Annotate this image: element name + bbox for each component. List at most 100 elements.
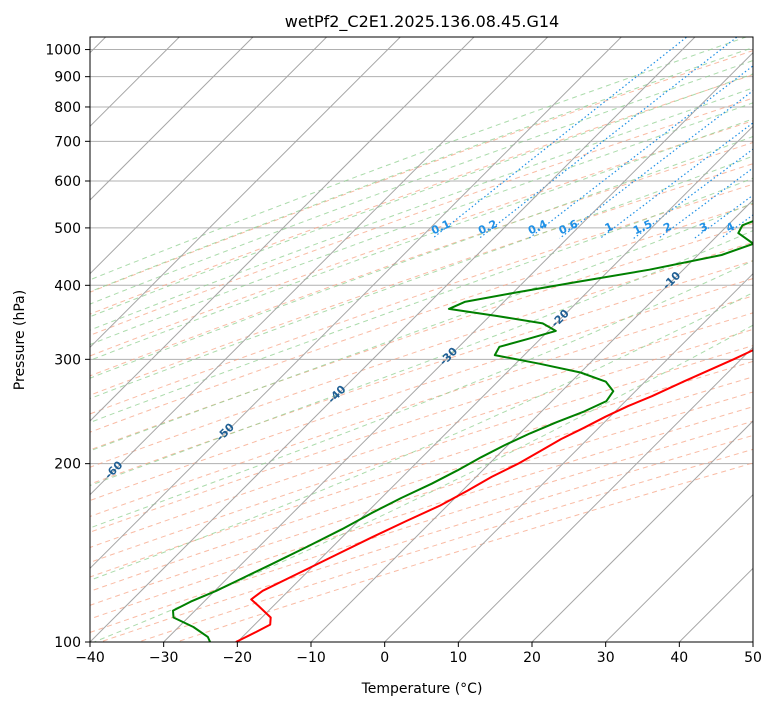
x-tick-label: 40	[670, 650, 688, 666]
y-tick-label: 900	[54, 70, 81, 86]
isotherm-line	[90, 37, 549, 496]
temperature-profile-line	[235, 349, 753, 642]
dry-adiabat	[90, 97, 753, 336]
mixing-ratio-label: 1.5	[631, 217, 654, 237]
isotherm-line	[90, 37, 254, 201]
y-tick-label: 600	[54, 174, 81, 190]
moist-adiabat	[90, 37, 748, 281]
moist-adiabat	[90, 87, 753, 331]
dry-adiabat	[175, 462, 753, 642]
y-tick-label: 400	[54, 278, 81, 294]
moist-adiabat	[90, 135, 753, 379]
dry-adiabat	[90, 50, 753, 293]
dry-adiabat	[90, 141, 753, 377]
isotherm-line	[678, 567, 753, 642]
dry-adiabat	[90, 312, 753, 533]
isotherms	[90, 37, 753, 642]
dry-adiabat	[90, 163, 753, 396]
y-axis-title: Pressure (hPa)	[12, 290, 28, 390]
x-tick-label: 30	[597, 650, 615, 666]
dry-adiabat	[90, 345, 753, 563]
y-tick-label: 700	[54, 134, 81, 150]
moist-adiabat	[90, 46, 753, 293]
moist-adiabat	[90, 177, 753, 424]
moist-adiabat	[90, 292, 753, 581]
dry-adiabat	[90, 183, 753, 415]
mixing-ratio-line	[633, 148, 753, 239]
isotherm-line	[90, 37, 696, 642]
dry-adiabat	[90, 203, 753, 433]
dry-adiabat	[90, 74, 753, 315]
mixing-ratio-label: 2	[661, 220, 673, 235]
isotherm-line	[752, 641, 753, 642]
dry-adiabat	[90, 420, 753, 633]
moist-adiabat	[90, 118, 753, 361]
grid-lines	[90, 49, 753, 642]
mixing-ratio-label: 0.2	[476, 217, 499, 237]
mixing-ratio-line	[432, 37, 688, 239]
moist-adiabat	[90, 102, 753, 346]
isotherm-line	[457, 346, 753, 642]
x-tick-label: −40	[75, 650, 105, 666]
dry-adiabat	[90, 120, 753, 357]
isotherm-line	[604, 493, 753, 642]
plot-frame	[89, 36, 754, 643]
mixing-ratio-label: 0.1	[429, 217, 452, 237]
isotherm-line	[90, 37, 475, 422]
mixing-ratio-line	[478, 37, 739, 239]
dry-adiabat	[90, 260, 753, 485]
x-tick-label: −10	[296, 650, 326, 666]
mixing-ratio-line	[559, 89, 753, 239]
mixing-ratio-lines	[432, 25, 775, 239]
y-tick-label: 300	[54, 352, 81, 368]
y-tick-label: 500	[54, 221, 81, 237]
moist-adiabat	[90, 202, 753, 452]
x-tick-label: −30	[149, 650, 179, 666]
mixing-ratio-label: 0.6	[557, 217, 580, 237]
isotherm-label: -70	[0, 496, 14, 519]
isotherm-line	[162, 51, 753, 642]
moist-adiabat	[90, 73, 753, 318]
dry-adiabat	[90, 406, 753, 620]
x-axis-title: Temperature (°C)	[361, 681, 483, 697]
isotherm-line	[90, 37, 181, 128]
x-axis: −40 −30 −20 −10 0 10 20 30 40 50	[75, 642, 762, 666]
isotherm-line	[90, 37, 328, 275]
mixing-ratio-label: 0.4	[526, 217, 549, 237]
y-axis: 100 200 300 400 500 600 700 800 900 1000	[45, 43, 90, 651]
y-tick-label: 800	[54, 100, 81, 116]
dry-adiabat	[90, 328, 753, 548]
line-labels: 0.10.20.40.611.52346810131620253036-100-…	[0, 217, 775, 519]
isotherm-line	[383, 272, 753, 642]
moist-adiabat	[90, 260, 753, 529]
y-tick-label: 100	[54, 635, 81, 651]
moist-adiabat	[92, 324, 753, 642]
dry-adiabat	[90, 295, 753, 518]
chart-title: wetPf2_C2E1.2025.136.08.45.G14	[285, 12, 559, 32]
dry-adiabat	[90, 360, 753, 578]
isotherm-line	[531, 420, 753, 642]
profile-lines	[172, 220, 753, 642]
moist-adiabat	[90, 155, 753, 400]
x-tick-label: 20	[523, 650, 541, 666]
dry-adiabat	[90, 241, 753, 468]
x-tick-label: −20	[223, 650, 253, 666]
mixing-ratio-label: 3	[697, 220, 709, 235]
y-tick-label: 1000	[45, 43, 81, 59]
x-tick-label: 10	[449, 650, 467, 666]
dry-adiabat	[90, 376, 753, 592]
moist-adiabats	[90, 37, 753, 642]
x-tick-label: 50	[744, 650, 762, 666]
mixing-ratio-label: 1	[603, 220, 615, 235]
dry-adiabat	[90, 222, 753, 451]
dry-adiabat	[98, 434, 753, 642]
dewpoint-profile-line	[172, 220, 753, 642]
mixing-ratio-line	[760, 25, 775, 238]
dry-adiabat	[90, 391, 753, 606]
mixing-ratio-line	[599, 122, 753, 239]
mixing-ratio-label: 6	[763, 220, 775, 235]
dry-adiabats	[90, 50, 753, 642]
moist-adiabat	[90, 60, 753, 305]
